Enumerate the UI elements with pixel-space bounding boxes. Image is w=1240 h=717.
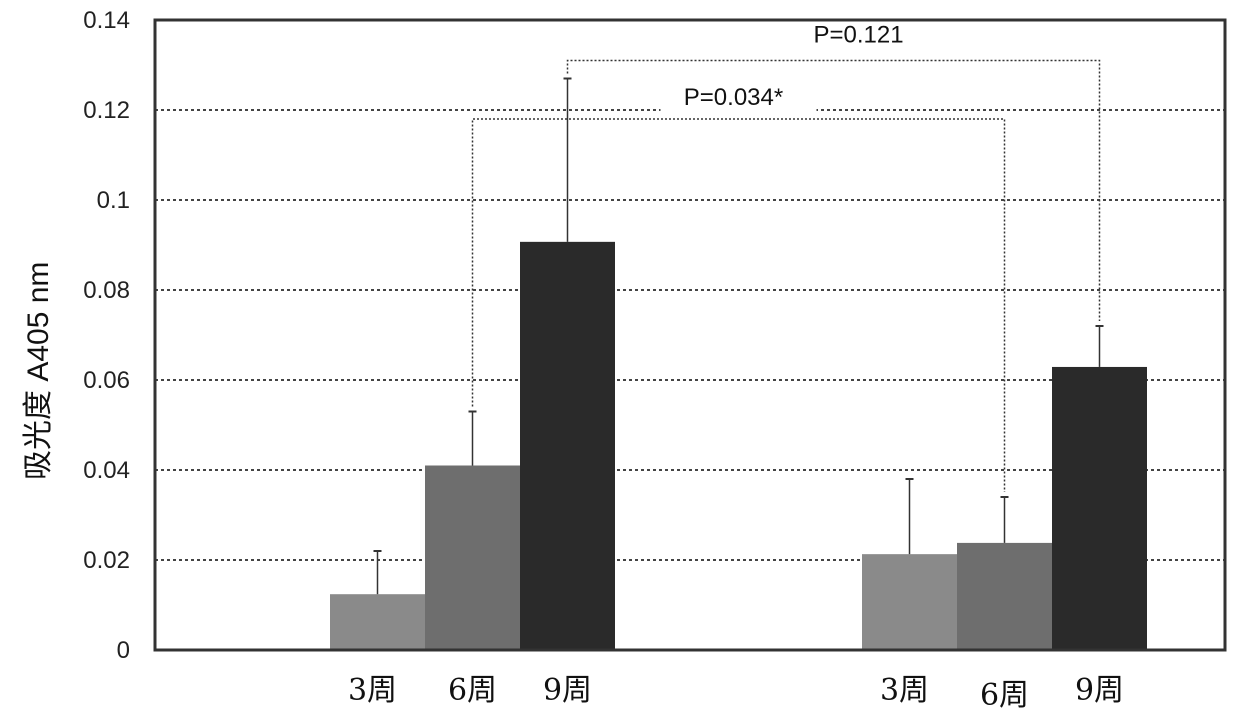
x-tick-label: 9周: [1075, 673, 1124, 708]
y-tick-label: 0.14: [83, 7, 130, 34]
bar: [330, 594, 425, 650]
bar: [862, 554, 957, 650]
significance-bracket: [568, 61, 1100, 322]
y-tick-label: 0.04: [83, 457, 130, 484]
y-axis-label: 吸光度 A405 nm: [22, 262, 55, 480]
x-tick-label: 3周: [880, 673, 929, 708]
x-tick-label: 9周: [543, 673, 592, 708]
y-tick-label: 0.08: [83, 277, 130, 304]
bar: [520, 242, 615, 650]
y-tick-label: 0.12: [83, 97, 130, 124]
y-tick-labels: 0 0.02 0.04 0.06 0.08 0.1 0.12 0.14: [83, 7, 130, 664]
p-value-label: P=0.121: [813, 22, 903, 49]
bar-chart: 0 0.02 0.04 0.06 0.08 0.1 0.12 0.14 P=0.034* P=0…: [0, 0, 1240, 717]
p-value-label: P=0.034*: [684, 84, 783, 111]
x-tick-label: 3周: [348, 673, 397, 708]
bar: [1052, 367, 1147, 650]
y-tick-label: 0: [117, 637, 130, 664]
y-tick-label: 0.1: [97, 187, 130, 214]
bars: [330, 79, 1147, 651]
x-tick-labels: 3周 6周 9周 3周 6周 9周: [348, 673, 1124, 713]
y-tick-label: 0.06: [83, 367, 130, 394]
bar: [957, 543, 1052, 650]
y-tick-label: 0.02: [83, 547, 130, 574]
x-tick-label: 6周: [448, 673, 497, 708]
x-tick-label: 6周: [980, 678, 1029, 713]
bar: [425, 466, 520, 651]
